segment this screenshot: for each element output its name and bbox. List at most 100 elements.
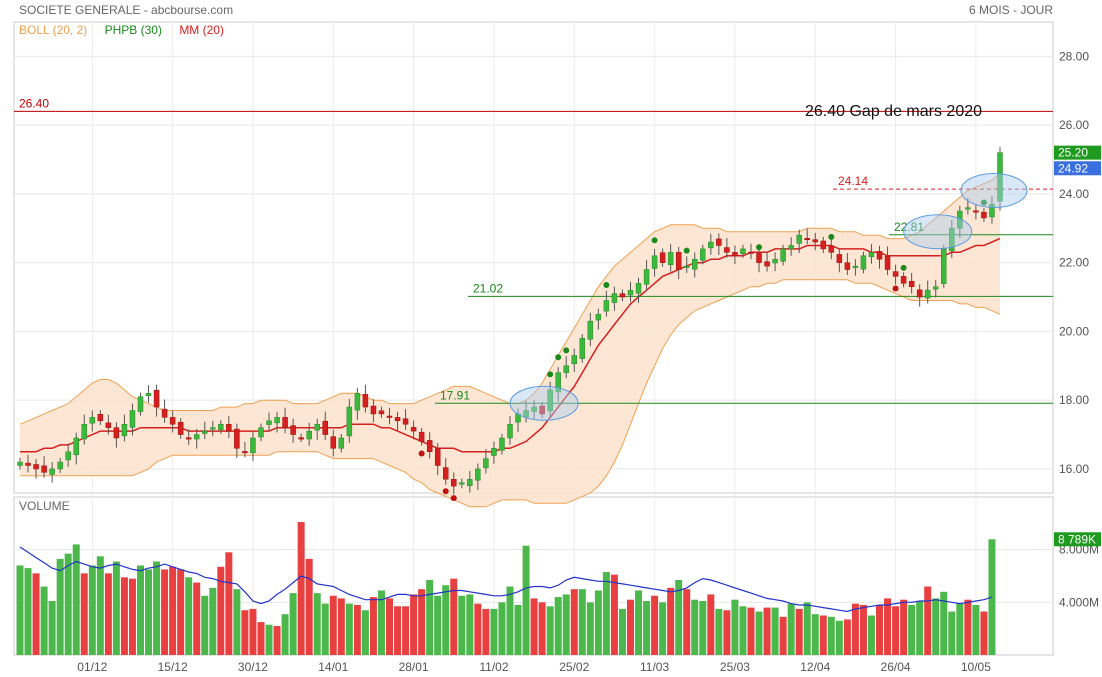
candle [571, 348, 578, 372]
level-label: 17.91 [440, 388, 470, 402]
candle [49, 462, 55, 483]
volume-bar [602, 572, 610, 655]
volume-bar [136, 565, 144, 655]
candle [844, 253, 851, 276]
candle [41, 456, 47, 478]
candle-body [708, 241, 714, 249]
candle-body [218, 423, 224, 430]
volume-bar [522, 545, 530, 655]
candle-body [523, 410, 529, 418]
candle-body [250, 437, 256, 454]
volume-bar [450, 578, 458, 655]
candle [33, 458, 39, 479]
candle [346, 398, 353, 443]
candle [451, 472, 457, 495]
legend-boll[interactable]: BOLL (20, 2) [19, 23, 88, 37]
bollinger-fill [20, 173, 1000, 507]
volume-bar [474, 603, 482, 655]
level-label: 21.02 [473, 281, 503, 295]
candle-body [17, 461, 23, 466]
candle-body [354, 393, 361, 411]
candle [81, 414, 88, 445]
candle [892, 264, 899, 285]
volume-mm-line [19, 546, 993, 613]
candle-body [732, 252, 738, 257]
candle-body [49, 468, 55, 475]
volume-bar [273, 626, 281, 655]
volume-bar [394, 606, 402, 655]
candle-body [402, 418, 409, 425]
candle-body [298, 437, 304, 440]
candle-body [836, 254, 843, 263]
x-tick-label: 11/03 [640, 660, 669, 674]
candle-body [362, 394, 369, 408]
candle [941, 244, 947, 288]
last-price-tag-bg [1054, 145, 1101, 160]
volume-bar [458, 595, 466, 655]
candle-body [804, 237, 810, 240]
candle-body [459, 482, 465, 485]
candle-body [258, 427, 264, 438]
phpb-high-dot [683, 247, 690, 254]
volume-bar [851, 603, 859, 655]
volume-bar [635, 590, 643, 655]
volume-bar [843, 619, 851, 655]
axes: 16.00 18.00 20.00 22.00 24.00 26.00 28.00 4.000… [77, 49, 1101, 674]
volume-bar [626, 599, 634, 655]
legend-phpb[interactable]: PHPB (30) [104, 23, 162, 37]
phpb-high-dot [555, 354, 562, 361]
x-tick-label: 26/04 [881, 660, 911, 674]
level-label: 24.14 [838, 174, 868, 188]
legend-mm[interactable]: MM (20) [179, 23, 224, 37]
candle [113, 422, 120, 448]
candle-body [65, 451, 71, 461]
candle-body [844, 262, 851, 270]
last-volume-tag: 8 789K [1058, 532, 1096, 546]
candle [499, 433, 505, 455]
candle-body [932, 286, 939, 290]
candle-body [226, 423, 232, 432]
price-tick-label: 18.00 [1059, 393, 1089, 407]
candle-body [242, 451, 248, 454]
volume-bar [498, 602, 506, 655]
candle [868, 244, 875, 264]
candle-body [788, 245, 794, 250]
candle [603, 290, 610, 317]
candle-body [386, 415, 393, 418]
candle [258, 423, 264, 442]
candle-body [274, 417, 280, 424]
x-tick-label: 12/04 [800, 660, 830, 674]
volume-bar [217, 566, 225, 655]
bollinger-band [19, 172, 1001, 508]
candle-body [603, 300, 610, 312]
candle-body [587, 320, 594, 340]
volume-bar [980, 611, 988, 655]
candle-body [306, 430, 312, 440]
candle [218, 420, 224, 434]
volume-bar [795, 608, 803, 655]
volume-bar [900, 599, 908, 655]
price-tick-label: 26.00 [1059, 118, 1089, 132]
candle [330, 429, 337, 457]
candle [338, 433, 345, 453]
volume-bar [281, 614, 289, 655]
volume-bar [594, 590, 602, 655]
volume-bar [803, 602, 811, 655]
volume-bar [297, 522, 305, 655]
candle [908, 272, 915, 294]
volume-bar [241, 610, 249, 655]
volume-bar [956, 603, 964, 655]
candle-body [290, 425, 296, 435]
volume-bar [530, 598, 538, 655]
candle-body [137, 396, 144, 412]
candle [89, 410, 96, 432]
candle [932, 279, 939, 298]
volume-bar [643, 601, 651, 655]
candle-body [121, 423, 128, 437]
candle [531, 400, 537, 420]
candle-body [941, 248, 947, 284]
volume-bar [305, 558, 313, 655]
candle [924, 280, 931, 304]
volume-bar [96, 556, 104, 655]
candle-body [89, 417, 96, 424]
